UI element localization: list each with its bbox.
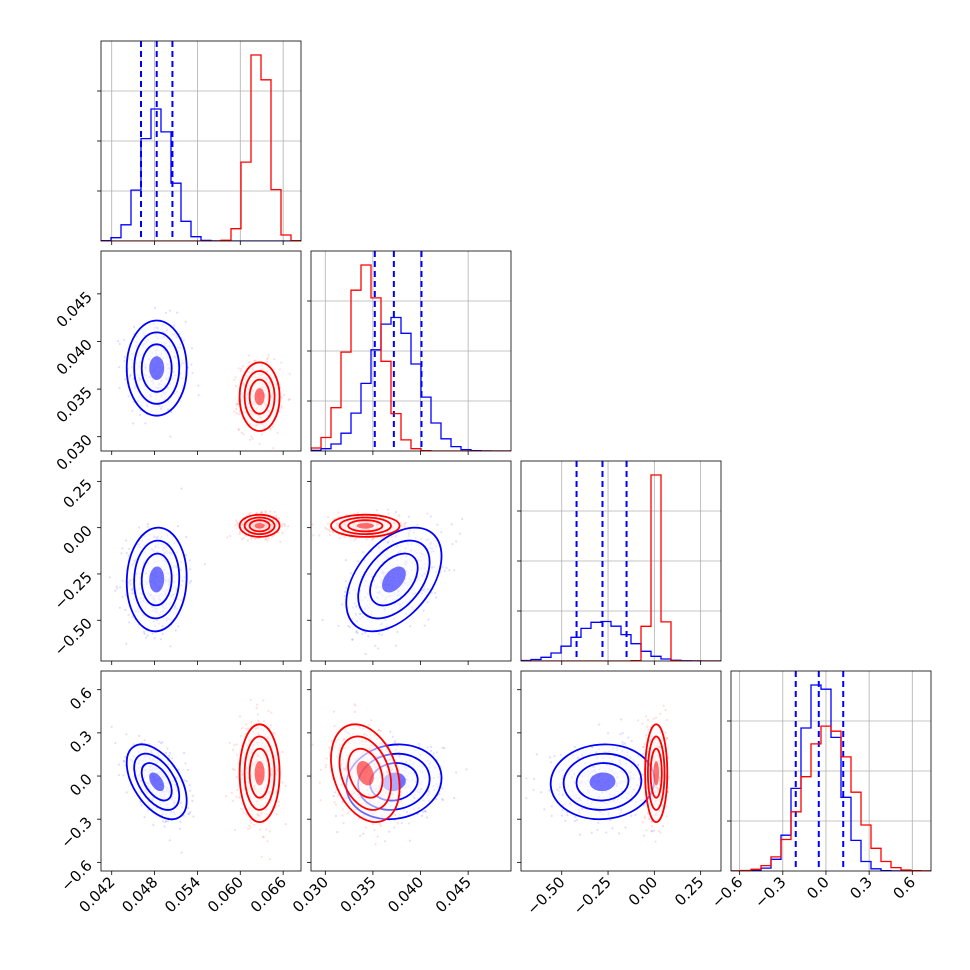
panel-3-0: 0.042 0.048 0.054 0.060 0.066−0.6−0.30.00.30… [57,670,302,916]
panel-frame [730,670,932,872]
panel-2-0: −0.50−0.25 0.00 0.25 [51,460,302,665]
panel-2-2 [517,460,722,665]
panel-1-1 [307,250,512,455]
density-core-red [254,760,265,786]
panel-frame [310,250,512,452]
y-tick-label: 0.040 [53,336,96,379]
density-core-blue [589,772,616,792]
panel-0-0 [97,40,302,245]
panel-3-2: −0.50 −0.25 0.00 0.25 [517,670,722,918]
x-tick-label: 0.048 [118,873,161,916]
histogram-blue-dim2 [521,620,721,661]
panel-frame [310,460,512,662]
histogram-blue-dim0 [101,108,301,241]
panel-3-1: 0.030 0.035 0.040 0.045 [289,670,512,916]
density-core-red [356,760,374,786]
x-tick-label: 0.3 [846,873,876,903]
panel-frame [520,460,722,662]
density-core-blue [149,356,165,380]
x-tick-label: −0.25 [570,873,615,918]
panel-frame [100,40,302,242]
x-tick-label: 0.00 [625,873,661,909]
panel-frame [100,460,302,662]
panel-frame [100,250,302,452]
x-tick-label: 0.25 [671,873,707,909]
panel-3-3: −0.6 −0.3 0.0 0.3 0.6 [708,670,932,912]
x-tick-label: 0.6 [890,873,920,903]
x-tick-label: 0.035 [337,873,380,916]
density-core-red [653,760,659,786]
y-tick-label: 0.0 [66,770,96,800]
histogram-red-dim0 [101,54,301,241]
panel-frame [310,670,512,872]
x-tick-label: 0.054 [161,873,204,916]
histogram-blue-dim3 [731,684,931,871]
histogram-red-dim1 [311,264,511,451]
y-tick-label: 0.035 [53,383,96,426]
x-tick-label: −0.6 [708,873,746,911]
y-tick-label: −0.3 [57,813,95,851]
x-tick-label: 0.045 [432,873,475,916]
density-core-blue [381,566,406,593]
x-tick-label: 0.0 [803,873,833,903]
y-tick-label: 0.25 [59,475,95,511]
y-tick-label: 0.030 [53,431,96,474]
y-tick-label: −0.25 [51,568,96,613]
histogram-red-dim3 [731,725,931,871]
x-tick-label: 0.030 [289,873,332,916]
density-core-blue [149,772,165,792]
x-tick-label: 0.060 [204,873,247,916]
density-core-red [254,523,265,529]
x-tick-label: −0.3 [751,873,789,911]
y-tick-label: 0.045 [53,288,96,331]
panel-frame [100,670,302,872]
x-tick-label: −0.50 [523,873,568,918]
x-tick-label: 0.040 [384,873,427,916]
density-core-blue [149,566,165,593]
y-tick-label: 0.3 [66,727,96,757]
density-core-red [356,523,374,529]
y-tick-label: −0.50 [51,614,96,659]
histogram-blue-dim1 [311,316,511,451]
x-tick-label: 0.066 [247,873,290,916]
density-core-red [254,388,265,406]
y-tick-label: 0.6 [66,684,96,714]
panel-frame [520,670,722,872]
y-tick-label: 0.00 [59,522,95,558]
panel-2-1 [307,460,512,665]
